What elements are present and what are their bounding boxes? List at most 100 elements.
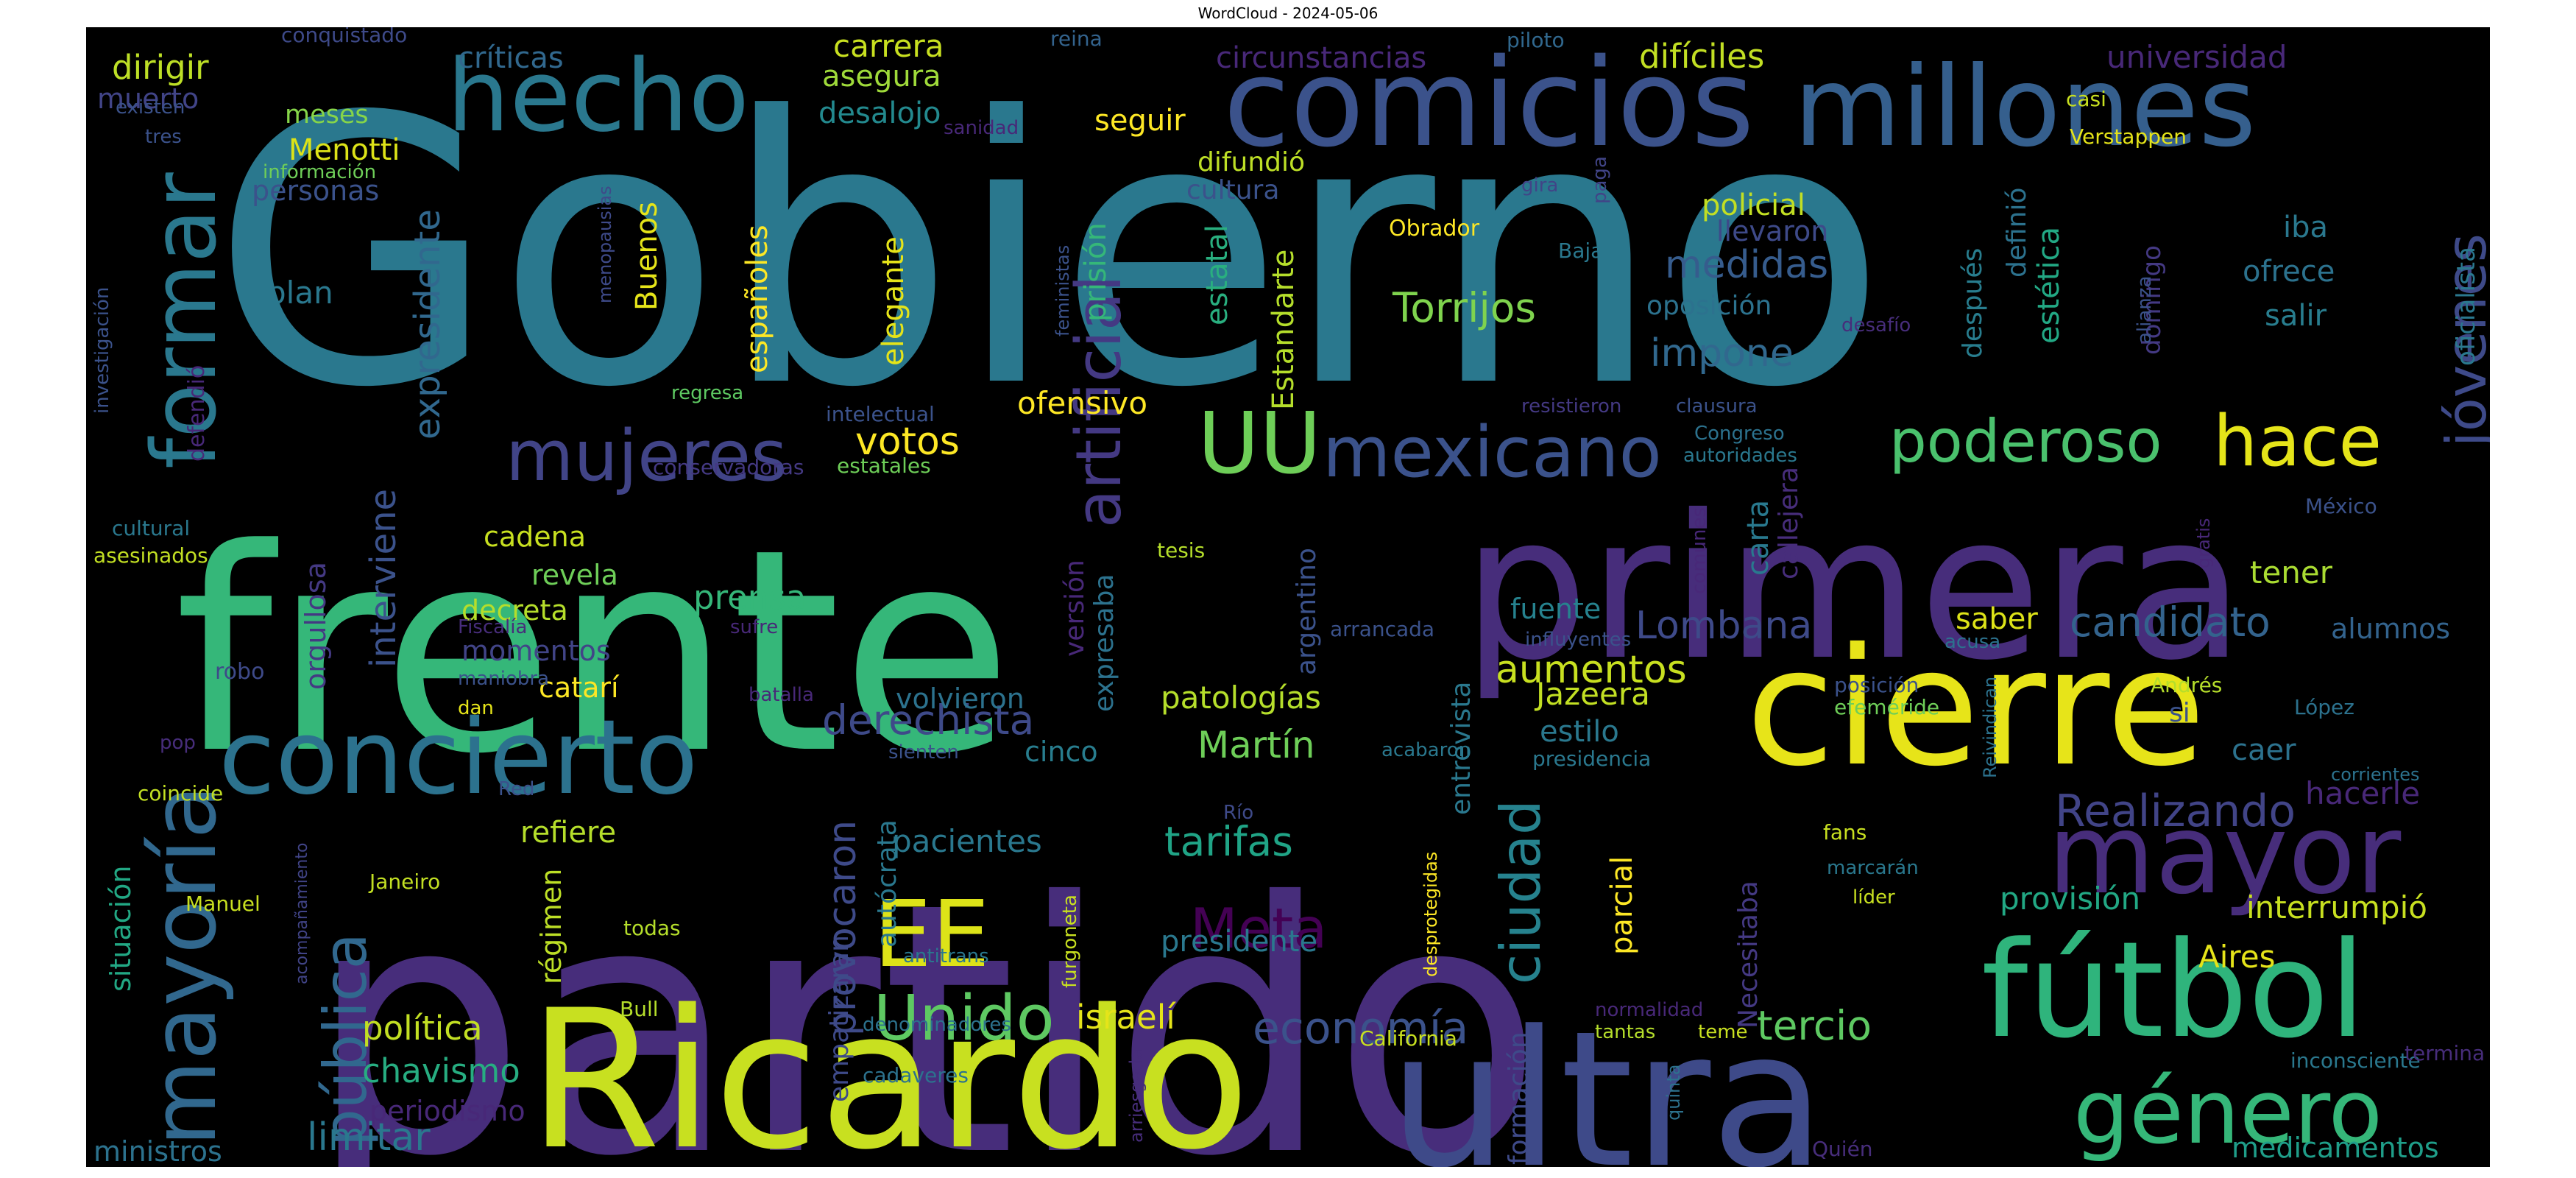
word-acompanamiento: acompañamiento (293, 843, 311, 984)
word-catari: catarí (539, 671, 620, 704)
word-jazeera: Jazeera (1534, 676, 1650, 712)
word-candidato: candidato (2070, 599, 2271, 646)
word-carrera: carrera (833, 28, 944, 64)
word-medicamentos: medicamentos (2232, 1132, 2439, 1164)
word-lider: líder (1853, 886, 1895, 909)
word-situacion: situación (105, 866, 137, 992)
word-millones: millones (1794, 43, 2256, 172)
word-espanoles: españoles (740, 225, 774, 373)
word-plan: plan (266, 275, 333, 311)
word-policial: policial (1702, 188, 1805, 222)
word-menopausias: menopausias (595, 186, 615, 303)
word-paga: paga (1589, 156, 1611, 204)
word-estilo: estilo (1540, 715, 1619, 749)
word-presidente: presidente (1161, 925, 1317, 959)
word-argentino: argentino (1292, 548, 1322, 675)
word-chavismo: chavismo (362, 1051, 520, 1090)
word-domingo: domingo (2137, 245, 2167, 355)
word-alumnos: alumnos (2331, 613, 2450, 645)
word-estatales: estatales (837, 454, 931, 478)
word-estandarte: Estandarte (1267, 250, 1301, 410)
word-futbol: fútbol (1981, 914, 2366, 1068)
word-mexicano: mexicano (1323, 412, 1662, 493)
word-marcaran: marcarán (1827, 857, 1919, 879)
word-economia: economía (1253, 1003, 1468, 1054)
word-despues: después (1958, 248, 1988, 359)
word-baja: Baja (1558, 239, 1603, 263)
word-mayoria: mayoría (134, 785, 236, 1146)
word-refiere: refiere (520, 816, 616, 850)
word-casi: casi (2066, 87, 2106, 111)
word-interviene: interviene (363, 489, 404, 668)
word-robo: robo (215, 659, 264, 685)
word-cultural: cultural (112, 516, 190, 540)
word-comunes: comunes (1688, 507, 1710, 594)
word-seguir: seguir (1094, 104, 1186, 138)
word-caer: caer (2232, 733, 2296, 767)
word-termina: termina (2405, 1041, 2485, 1065)
figure-title: WordCloud - 2024-05-06 (1197, 4, 1379, 22)
word-todas: todas (623, 916, 681, 940)
word-gobierno: Gobierno (211, 39, 1887, 468)
word-maniobra: maniobra (458, 668, 549, 690)
word-menotti: Menotti (289, 133, 400, 167)
word-dirigir: dirigir (112, 48, 209, 87)
word-desprotegidas: desprotegidas (1420, 852, 1441, 977)
word-version: versión (1060, 560, 1090, 657)
word-unido: Unido (874, 982, 1055, 1055)
word-hacerle: hacerle (2305, 775, 2420, 811)
word-patologias: patologías (1161, 680, 1321, 716)
word-cierre: cierre (1746, 613, 2206, 802)
word-empatizaran: empatizaran (824, 935, 854, 1102)
word-posicion: posición (1834, 673, 1919, 697)
word-cultura: cultura (1186, 175, 1279, 205)
word-quien: Quién (1812, 1137, 1873, 1161)
word-piloto: piloto (1507, 28, 1565, 52)
word-oficialista: oficialista (2452, 247, 2481, 366)
word-momentos: momentos (461, 635, 611, 667)
word-defendio: defendió (184, 365, 210, 462)
word-oposicion: oposición (1646, 291, 1772, 321)
word-comicios: comicios (1223, 32, 1755, 174)
word-criticas: críticas (458, 41, 564, 75)
word-verstappen: Verstappen (2070, 124, 2187, 149)
word-arriesgada: arriesgada (1126, 1048, 1147, 1143)
word-poderoso: poderoso (1889, 407, 2162, 476)
word-alianza: alianza (2134, 276, 2156, 344)
word-definio: definió (2002, 187, 2032, 278)
word-informacion: información (263, 161, 376, 183)
word-torrijos: Torrijos (1392, 284, 1536, 331)
word-salir: salir (2265, 299, 2327, 333)
word-arrancada: arrancada (1330, 617, 1434, 641)
word-ofensivo: ofensivo (1017, 385, 1147, 421)
word-dan: dan (458, 697, 494, 719)
word-politica: política (362, 1009, 483, 1048)
word-decreta: decreta (461, 594, 568, 627)
word-gira: gira (1521, 174, 1558, 197)
word-limitar: limitar (307, 1115, 431, 1160)
word-congreso: Congreso (1694, 423, 1785, 445)
word-prision: prisión (1079, 222, 1113, 322)
word-sufre: sufre (730, 616, 778, 638)
word-muerto: muerto (97, 82, 199, 115)
word-concierto: concierto (219, 698, 698, 818)
word-realizando: Realizando (2055, 786, 2296, 837)
word-estatal: estatal (1200, 225, 1234, 325)
word-obrador: Obrador (1389, 216, 1480, 241)
word-lopez: López (2294, 695, 2354, 719)
word-callejera: callejera (1774, 467, 1804, 579)
word-intelectual: intelectual (826, 402, 935, 426)
word-fiscalia: Fiscalía (458, 616, 527, 638)
word-tarifas: tarifas (1164, 818, 1293, 865)
word-sanidad: sanidad (944, 117, 1019, 139)
word-mujeres: mujeres (506, 416, 788, 497)
word-israeli: israelí (1076, 998, 1176, 1037)
word-clausura: clausura (1676, 395, 1758, 417)
word-tercio: tercio (1757, 1002, 1872, 1049)
word-cadaveres: cadaveres (863, 1063, 969, 1087)
word-denominadores: denominadores (863, 1014, 1011, 1036)
word-regresa: regresa (671, 382, 743, 404)
word-partido: partido (307, 829, 1543, 1167)
word-influyentes: influyentes (1525, 629, 1631, 651)
